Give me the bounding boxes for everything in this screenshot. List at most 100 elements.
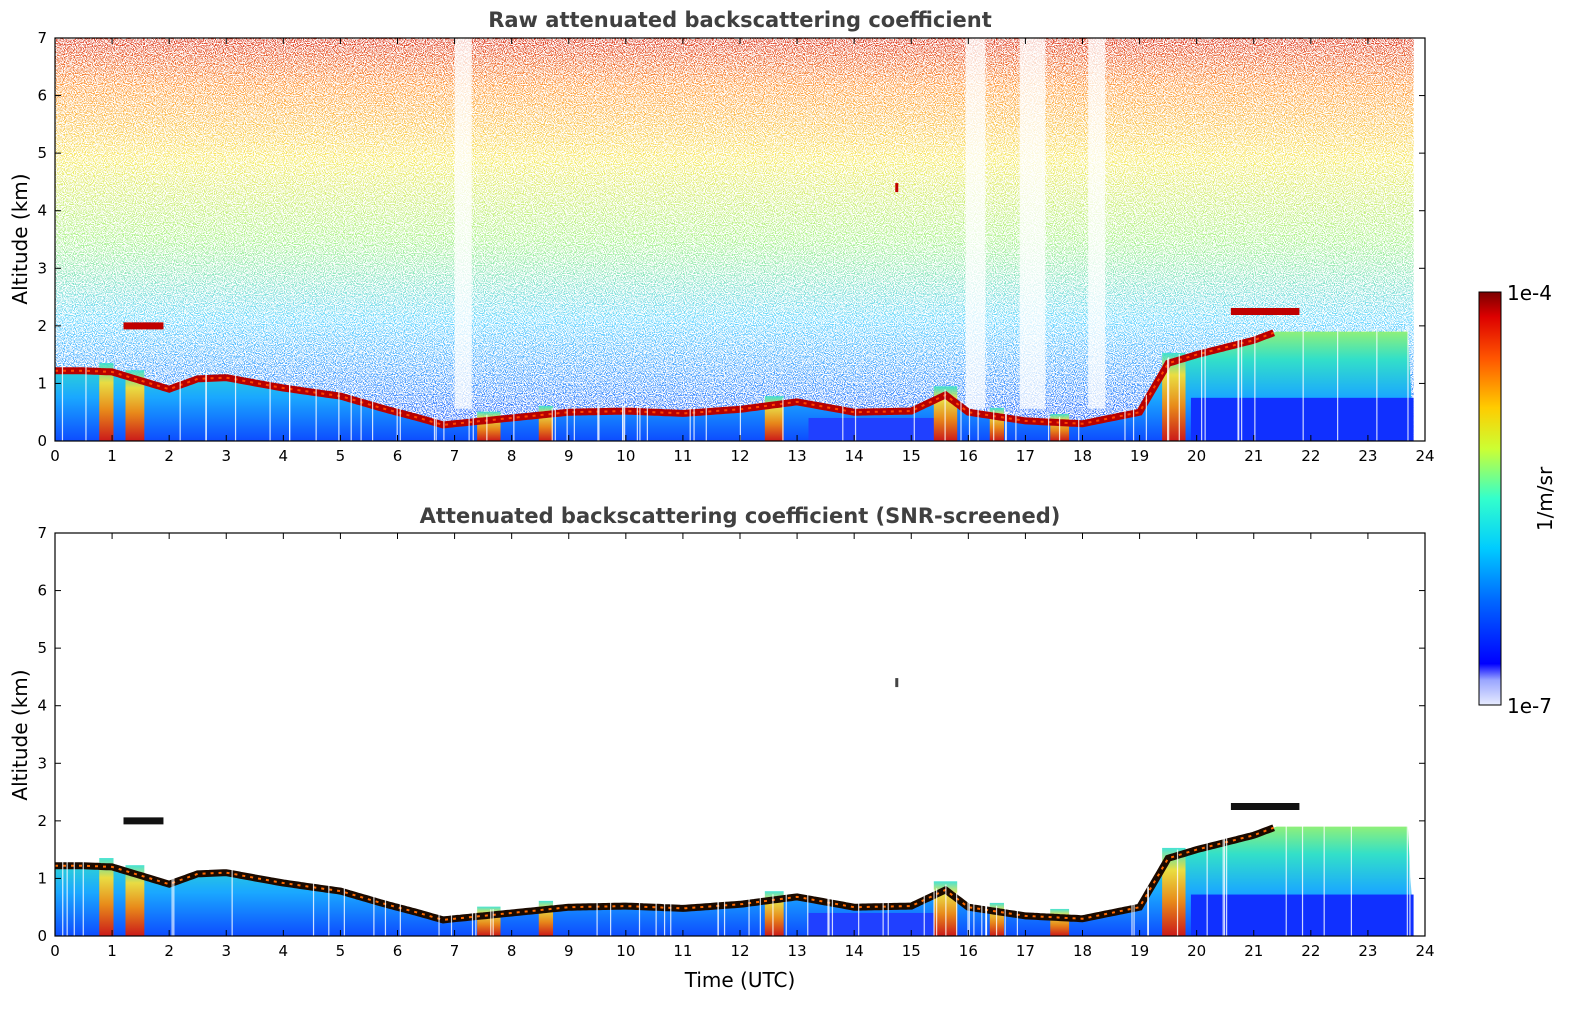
x-tick-label: 7 [450, 942, 460, 960]
layer-top-return-core [55, 331, 1275, 426]
y-tick-label: 5 [37, 639, 47, 657]
x-tick-label: 9 [564, 942, 574, 960]
x-tick-label: 6 [393, 447, 403, 465]
x-tick-label: 2 [164, 942, 174, 960]
x-tick-label: 5 [336, 447, 346, 465]
midday-low-layer [808, 417, 940, 441]
night-low-layer [1190, 397, 1414, 441]
x-tick-label: 8 [507, 942, 517, 960]
panel-screened-xlabel: Time (UTC) [684, 968, 796, 992]
x-tick-label: 6 [393, 942, 403, 960]
x-tick-label: 2 [164, 447, 174, 465]
x-tick-label: 4 [279, 942, 289, 960]
x-tick-label: 15 [902, 447, 921, 465]
colorbar-min-label: 1e-7 [1507, 694, 1552, 718]
panel-screened-title: Attenuated backscattering coefficient (S… [420, 504, 1061, 528]
panel-raw-title: Raw attenuated backscattering coefficien… [488, 8, 992, 32]
x-tick-label: 18 [1073, 942, 1092, 960]
layer-top-return-core [55, 826, 1275, 921]
panel-screened-plot-area [55, 678, 1414, 936]
colorbar-max-label: 1e-4 [1507, 281, 1552, 305]
panel-raw-y-axis: 0 1 2 3 4 5 6 7 [37, 29, 1425, 450]
panel-screened: Attenuated backscattering coefficient (S… [8, 504, 1435, 992]
raw-noise-field [55, 38, 1414, 441]
panel-raw: Raw attenuated backscattering coefficien… [8, 8, 1435, 465]
y-tick-label: 6 [37, 87, 47, 105]
y-tick-label: 1 [37, 869, 47, 887]
colorbar-unit-label: 1/m/sr [1533, 466, 1557, 531]
x-tick-label: 15 [902, 942, 921, 960]
x-tick-label: 17 [1016, 447, 1035, 465]
y-tick-label: 0 [37, 432, 47, 450]
y-tick-label: 2 [37, 812, 47, 830]
x-tick-label: 11 [673, 447, 692, 465]
raw-aerosol-layers [55, 183, 1414, 441]
x-tick-label: 19 [1130, 942, 1149, 960]
y-tick-label: 7 [37, 524, 47, 542]
x-tick-label: 20 [1187, 447, 1206, 465]
x-tick-label: 19 [1130, 447, 1149, 465]
x-tick-label: 18 [1073, 447, 1092, 465]
x-tick-label: 20 [1187, 942, 1206, 960]
plume [1050, 908, 1070, 936]
y-tick-label: 7 [37, 29, 47, 47]
x-tick-label: 22 [1301, 942, 1320, 960]
x-tick-label: 3 [221, 942, 231, 960]
x-tick-label: 13 [788, 447, 807, 465]
raw-signal-gap [1019, 38, 1046, 409]
plume [99, 858, 114, 936]
y-tick-label: 6 [37, 582, 47, 600]
x-tick-label: 21 [1244, 447, 1263, 465]
x-tick-label: 0 [50, 942, 60, 960]
x-tick-label: 17 [1016, 942, 1035, 960]
x-tick-label: 24 [1415, 447, 1434, 465]
plume [125, 370, 145, 441]
plume [125, 865, 145, 936]
x-tick-label: 8 [507, 447, 517, 465]
plume [99, 363, 114, 441]
y-tick-label: 4 [37, 202, 47, 220]
x-tick-label: 21 [1244, 942, 1263, 960]
x-tick-label: 22 [1301, 447, 1320, 465]
isolated-feature [895, 183, 899, 193]
x-tick-label: 10 [616, 447, 635, 465]
raw-signal-gap [1088, 38, 1106, 409]
colorbar: 1e-4 1e-7 1/m/sr [1478, 281, 1557, 718]
x-tick-label: 16 [959, 942, 978, 960]
panel-raw-x-axis: 0 1 2 3 4 5 6 7 8 9 10 11 12 13 14 15 16 17 18 19 20 21 22 23 24 [50, 38, 1435, 465]
panel-screened-x-axis: 0 1 2 3 4 5 6 7 8 9 10 11 12 13 14 15 16 17 18 19 20 21 22 23 24 [50, 533, 1435, 960]
isolated-feature [895, 678, 899, 688]
y-tick-label: 1 [37, 374, 47, 392]
y-tick-label: 3 [37, 259, 47, 277]
x-tick-label: 11 [673, 942, 692, 960]
y-tick-label: 4 [37, 697, 47, 715]
x-tick-label: 23 [1358, 942, 1377, 960]
x-tick-label: 1 [107, 447, 117, 465]
x-tick-label: 16 [959, 447, 978, 465]
x-tick-label: 0 [50, 447, 60, 465]
plume [1162, 847, 1186, 936]
y-tick-label: 2 [37, 317, 47, 335]
x-tick-label: 10 [616, 942, 635, 960]
x-tick-label: 5 [336, 942, 346, 960]
y-tick-label: 0 [37, 927, 47, 945]
x-tick-label: 12 [730, 447, 749, 465]
raw-signal-gap [965, 38, 986, 409]
raw-signal-gap [454, 38, 472, 409]
screened-aerosol-layers [55, 678, 1414, 936]
x-tick-label: 14 [845, 942, 864, 960]
y-tick-label: 3 [37, 754, 47, 772]
x-tick-label: 9 [564, 447, 574, 465]
y-tick-label: 5 [37, 144, 47, 162]
panel-screened-ylabel: Altitude (km) [8, 669, 32, 800]
panel-raw-plot-area [55, 38, 1414, 441]
midday-low-layer [808, 912, 940, 936]
x-tick-label: 14 [845, 447, 864, 465]
x-tick-label: 12 [730, 942, 749, 960]
x-tick-label: 1 [107, 942, 117, 960]
panel-raw-ylabel: Altitude (km) [8, 173, 32, 304]
x-tick-label: 7 [450, 447, 460, 465]
panel-screened-y-axis: 0 1 2 3 4 5 6 7 [37, 524, 1425, 945]
x-tick-label: 3 [221, 447, 231, 465]
